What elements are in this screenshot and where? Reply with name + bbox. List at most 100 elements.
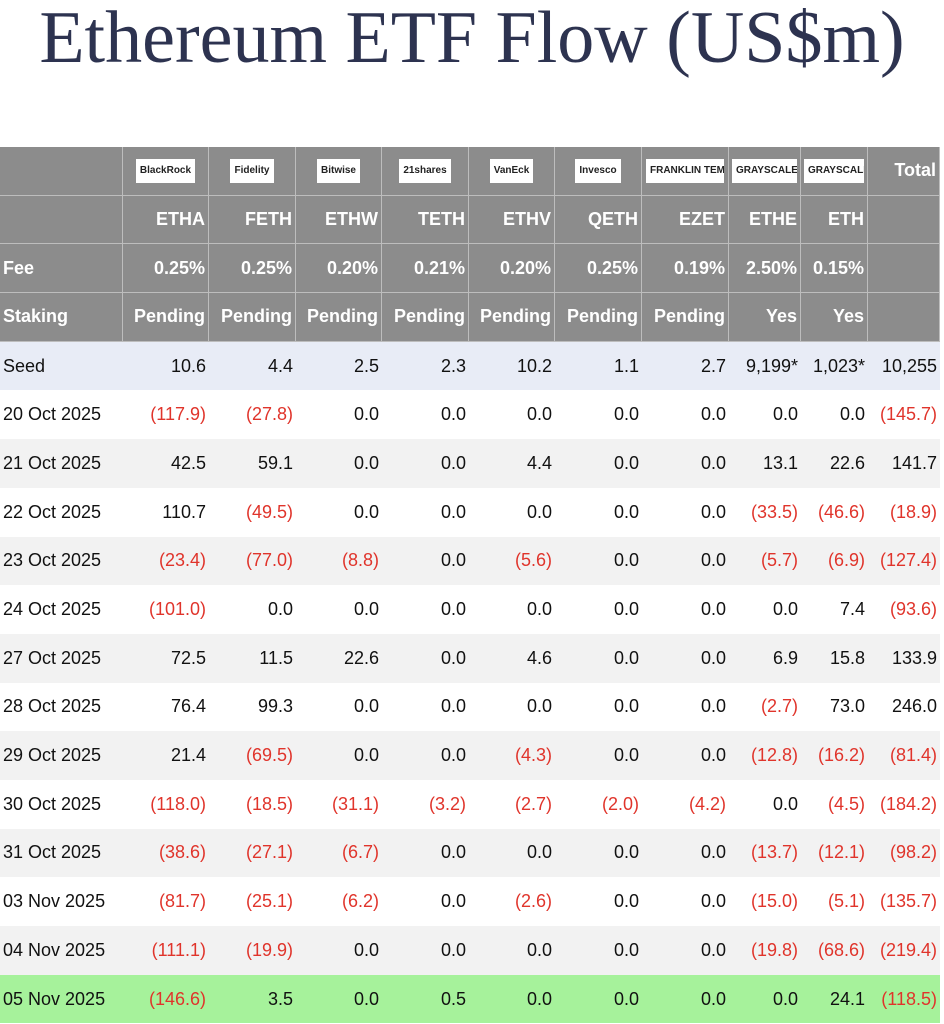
flow-value: 0.5 — [382, 974, 469, 1024]
flow-value: 6.9 — [729, 633, 801, 683]
issuer-logo: 21shares — [399, 158, 451, 183]
flow-value: 0.0 — [642, 439, 729, 488]
flow-value: (2.6) — [514, 891, 552, 912]
flow-value: 0.0 — [382, 633, 469, 683]
flow-value: 0.0 — [613, 599, 639, 620]
flow-value: (69.5) — [209, 731, 296, 780]
flow-value: (146.6) — [123, 974, 209, 1024]
flow-value: 4.6 — [469, 633, 555, 683]
staking-value: Pending — [382, 293, 469, 342]
flow-value: (101.0) — [148, 599, 206, 620]
issuer-cell: Invesco — [555, 147, 642, 196]
page-title: Ethereum ETF Flow (US$m) — [39, 0, 905, 79]
flow-value: (127.4) — [868, 536, 940, 586]
flow-value: 0.0 — [772, 599, 798, 620]
flow-value: (4.2) — [688, 793, 726, 814]
flow-value: (4.3) — [469, 731, 555, 780]
flow-value: (145.7) — [879, 404, 937, 425]
flow-value: 99.3 — [257, 696, 293, 717]
ticker: TETH — [382, 195, 469, 245]
flow-value: 0.0 — [353, 501, 379, 522]
flow-value: 0.0 — [382, 828, 469, 878]
flow-value: 0.0 — [440, 404, 466, 425]
flow-value: 0.0 — [526, 404, 552, 425]
row-label: Seed — [0, 341, 123, 391]
flow-value: (135.7) — [879, 891, 937, 912]
staking-value: Pending — [469, 293, 555, 342]
flow-value: (6.2) — [341, 891, 379, 912]
ticker: ETHW — [296, 195, 382, 245]
total-header: Total — [868, 147, 940, 196]
flow-value: (81.4) — [868, 731, 940, 780]
flow-value: (118.5) — [868, 974, 940, 1024]
flow-value: 0.0 — [772, 404, 798, 425]
staking-value: Pending — [642, 293, 729, 342]
fee-value: 0.25% — [209, 244, 296, 294]
flow-value: 141.7 — [868, 439, 940, 488]
flow-value: (77.0) — [209, 536, 296, 586]
header-cell — [868, 293, 940, 342]
flow-value: 0.0 — [296, 731, 382, 780]
flow-value: (6.9) — [801, 536, 868, 586]
flow-value: (111.1) — [123, 926, 209, 975]
flow-value: 0.0 — [353, 696, 379, 717]
flow-value: 0.0 — [729, 974, 801, 1024]
flow-value: 0.0 — [526, 696, 552, 717]
flow-value: 0.0 — [555, 974, 642, 1024]
ticker: ETHE — [729, 195, 801, 245]
fee-value: 0.25% — [555, 244, 642, 294]
row-label: 30 Oct 2025 — [3, 793, 102, 814]
ticker: QETH — [555, 195, 642, 245]
issuer-cell: BlackRock — [123, 147, 209, 196]
row-label: 21 Oct 2025 — [0, 439, 123, 488]
flow-value: (93.6) — [889, 599, 937, 620]
flow-value: 0.0 — [700, 599, 726, 620]
flow-value: 0.0 — [613, 696, 639, 717]
flow-value: 1.1 — [555, 341, 642, 391]
flow-value: 0.0 — [700, 501, 726, 522]
flow-value: 0.0 — [382, 926, 469, 975]
flow-value: 76.4 — [170, 696, 206, 717]
flow-value: 0.0 — [555, 926, 642, 975]
issuer-cell: FRANKLIN TEMPLETON — [642, 147, 729, 196]
header-cell — [868, 244, 940, 294]
flow-value: 110.7 — [162, 501, 206, 522]
flow-value: 0.0 — [613, 891, 639, 912]
issuer-cell: 21shares — [382, 147, 469, 196]
flow-value: 0.0 — [469, 926, 555, 975]
flow-value: 0.0 — [526, 599, 552, 620]
flow-value: (12.1) — [801, 828, 868, 878]
flow-value: 2.5 — [296, 341, 382, 391]
flow-value: 11.5 — [209, 633, 296, 683]
flow-value: 2.7 — [642, 341, 729, 391]
flow-value: 72.5 — [123, 633, 209, 683]
flow-value: 0.0 — [440, 599, 466, 620]
flow-value: 0.0 — [642, 731, 729, 780]
flow-value: (219.4) — [868, 926, 940, 975]
staking-value: Pending — [296, 293, 382, 342]
flow-value: (18.5) — [245, 793, 293, 814]
row-label: 03 Nov 2025 — [3, 891, 106, 912]
flow-value: 0.0 — [469, 974, 555, 1024]
flow-value: 0.0 — [296, 926, 382, 975]
staking-label: Staking — [0, 293, 123, 342]
flow-value: 0.0 — [267, 599, 293, 620]
ticker: ETH — [801, 195, 868, 245]
flow-value: 0.0 — [296, 974, 382, 1024]
flow-value: (19.9) — [209, 926, 296, 975]
flow-value: (68.6) — [801, 926, 868, 975]
flow-table: BlackRock Fidelity Bitwise 21shares VanEck In… — [0, 147, 940, 1024]
fee-value: 0.20% — [469, 244, 555, 294]
header-cell — [0, 147, 123, 196]
fee-label: Fee — [0, 244, 123, 294]
fee-value: 0.19% — [642, 244, 729, 294]
flow-value: 0.0 — [642, 536, 729, 586]
issuer-logo: FRANKLIN TEMPLETON — [646, 158, 724, 183]
flow-value: 10.6 — [123, 341, 209, 391]
flow-value: 0.0 — [382, 536, 469, 586]
staking-value: Yes — [801, 293, 868, 342]
flow-value: 13.1 — [729, 439, 801, 488]
staking-value: Yes — [729, 293, 801, 342]
flow-value: 0.0 — [382, 731, 469, 780]
flow-value: 22.6 — [801, 439, 868, 488]
